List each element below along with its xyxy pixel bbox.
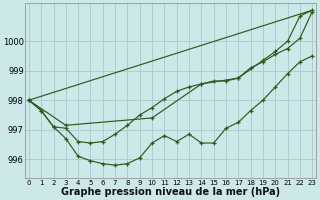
X-axis label: Graphe pression niveau de la mer (hPa): Graphe pression niveau de la mer (hPa) [61, 187, 280, 197]
